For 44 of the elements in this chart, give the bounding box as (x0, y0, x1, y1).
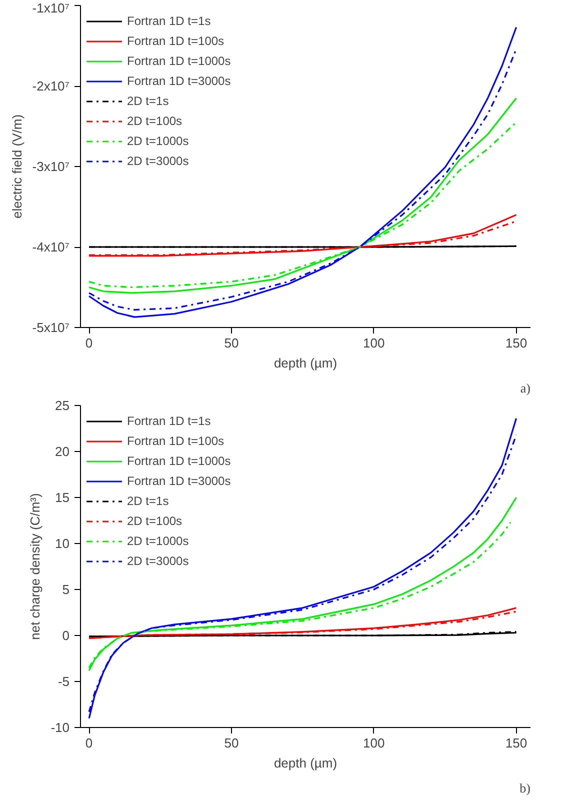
y-tick-label: -1x10⁷ (32, 0, 70, 16)
text: b) (520, 780, 531, 796)
y-tick-label: 0 (62, 628, 70, 643)
y-tick-label: 5 (62, 582, 70, 597)
x-tick-label: 50 (224, 336, 239, 350)
legend-label: 2D t=1000s (127, 534, 189, 548)
legend-label: 2D t=3000s (127, 154, 189, 168)
legend-label: Fortran 1D t=3000s (127, 74, 231, 88)
x-tick-label: 0 (85, 736, 93, 750)
line-series (88, 496, 518, 672)
legend-label: 2D t=100s (127, 114, 182, 128)
x-tick-label: 0 (85, 336, 93, 350)
y-tick-label: 15 (55, 490, 70, 505)
legend-label: Fortran 1D t=100s (127, 434, 224, 448)
y-tick-label: -4x10⁷ (32, 240, 70, 254)
y-tick-label: 10 (55, 536, 70, 551)
y-tick-label: -10 (50, 720, 70, 735)
legend-label: 2D t=100s (127, 514, 182, 528)
y-axis-title: net charge density (C/m³) (28, 493, 43, 640)
text: a) (520, 380, 531, 396)
legend-label: Fortran 1D t=1s (127, 14, 211, 28)
y-tick-label: 20 (55, 444, 70, 459)
y-axis-title: electric field (V/m) (9, 114, 24, 219)
y-tick-label: 25 (55, 398, 70, 413)
legend-label: 2D t=1s (127, 94, 169, 108)
x-axis-title: depth (µm) (274, 356, 338, 370)
y-tick-label: -5 (58, 674, 70, 689)
y-tick-label: -5x10⁷ (32, 320, 70, 335)
legend-label: 2D t=1000s (127, 134, 189, 148)
y-tick-label: -2x10⁷ (32, 78, 70, 94)
legend-label: Fortran 1D t=1000s (127, 54, 231, 68)
legend-label: Fortran 1D t=3000s (127, 474, 231, 488)
legend-label: Fortran 1D t=100s (127, 34, 224, 48)
x-axis-title: depth (µm) (274, 756, 338, 770)
x-tick-label: 50 (224, 736, 239, 750)
x-tick-label: 150 (505, 336, 528, 350)
x-tick-label: 150 (505, 736, 528, 750)
y-tick-label: -3x10⁷ (32, 159, 70, 174)
x-tick-label: 100 (363, 736, 385, 750)
legend-label: 2D t=3000s (127, 554, 189, 568)
x-tick-label: 100 (363, 336, 385, 350)
legend-label: 2D t=1s (127, 494, 169, 508)
legend-label: Fortran 1D t=1s (127, 414, 211, 428)
legend-label: Fortran 1D t=1000s (127, 454, 231, 468)
